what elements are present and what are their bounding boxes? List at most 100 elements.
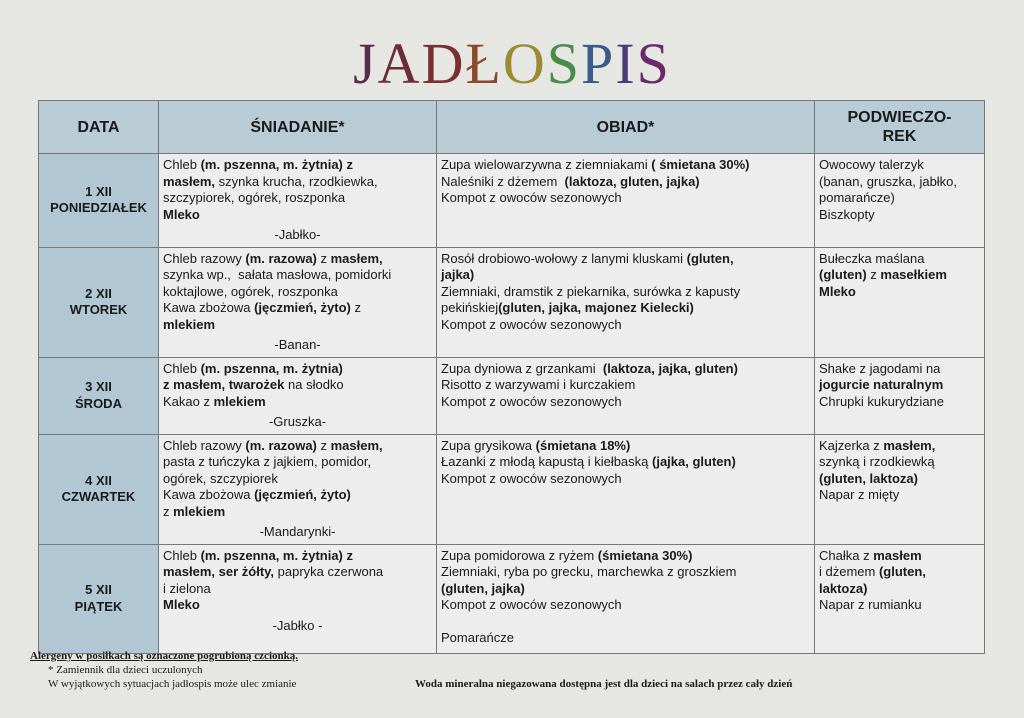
text: szczypiorek, ogórek, roszponka — [163, 190, 346, 205]
text: z — [350, 300, 361, 315]
text: pekińskiej — [441, 300, 499, 315]
day-row: 1 XII PONIEDZIAŁEK Chleb (m. pszenna, m. ż… — [38, 153, 985, 248]
text-line: Chałka z masłem — [819, 548, 980, 565]
text: Shake z jagodami na — [819, 360, 941, 376]
header-snack: PODWIECZO- REK — [814, 100, 985, 154]
weekday: ŚRODA — [75, 395, 122, 411]
text: (banan, gruszka, jabłko, — [819, 173, 958, 189]
title-letter: J — [353, 31, 378, 96]
text-line: Kompot z owoców sezonowych — [441, 317, 810, 334]
date-cell: 3 XII ŚRODA — [38, 356, 159, 435]
text: Bułeczka maślana — [819, 250, 925, 266]
fruit: -Gruszka- — [268, 414, 327, 429]
allergen-text: (gluten) — [819, 267, 867, 282]
text-line: Risotto z warzywami i kurczakiem — [441, 377, 810, 394]
text: Kompot z owoców sezonowych — [441, 316, 622, 332]
day-row: 3 XII ŚRODA Chleb (m. pszenna, m. żytnia) z… — [38, 356, 985, 435]
allergen-text: (m. pszenna, m. żytnia) z — [200, 547, 353, 563]
allergen-text: laktoza) — [819, 580, 868, 596]
text: papryka czerwona — [274, 564, 384, 579]
snack-cell: Owocowy talerzyk (banan, gruszka, jabłko,… — [814, 153, 985, 248]
text-line: Mleko — [819, 284, 980, 301]
text: z — [163, 503, 174, 519]
header-row: DATA ŚNIADANIE* OBIAD* PODWIECZO- REK — [38, 100, 985, 154]
text: Zupa dyniowa z grzankami — [441, 360, 603, 376]
allergen-text: (jęczmień, żyto) — [254, 300, 351, 315]
text: Kompot z owoców sezonowych — [441, 470, 622, 486]
snack-items: Owocowy talerzyk (banan, gruszka, jabłko,… — [819, 157, 980, 223]
allergen-text: (m. razowa) — [245, 250, 317, 266]
text-line: Chleb (m. pszenna, m. żytnia) — [163, 361, 432, 378]
allergen-text: Mleko — [819, 283, 856, 299]
allergen-text: (laktoza, jajka, gluten) — [602, 360, 738, 376]
lunch-items: Zupa dyniowa z grzankami (laktoza, jajka… — [441, 361, 810, 411]
date: 1 XII — [85, 183, 112, 199]
text-line: z mlekiem — [163, 504, 432, 521]
allergen-text: (m. pszenna, m. żytnia) — [200, 360, 343, 376]
text: i zielona — [163, 580, 211, 596]
text: szynka krucha, rzodkiewka, — [215, 173, 378, 189]
text-line: Napar z mięty — [819, 487, 980, 504]
fruit: -Jabłko- — [274, 227, 321, 242]
menu-table: DATA ŚNIADANIE* OBIAD* PODWIECZO- REK 1 … — [38, 100, 985, 654]
header-lunch: OBIAD* — [436, 100, 815, 154]
text: Owocowy talerzyk — [819, 157, 924, 172]
allergens-note: Alergeny w posiłkach są oznaczone pogrub… — [30, 650, 298, 662]
date: 3 XII — [85, 379, 112, 394]
breakfast-cell: Chleb (m. pszenna, m. żytnia) z masłem, s… — [158, 543, 437, 654]
text: pomarańcze) — [819, 190, 895, 205]
text-line: szynką i rzodkiewką — [819, 454, 980, 471]
weekday: WTOREK — [69, 302, 128, 317]
text-line: Kompot z owoców sezonowych — [441, 190, 810, 207]
text-line: koktajlowe, ogórek, roszponka — [163, 284, 432, 301]
text-line: masłem, szynka krucha, rzodkiewka, — [163, 174, 432, 191]
date-cell: 2 XII WTOREK — [38, 246, 159, 358]
title-letter: P — [581, 31, 616, 96]
allergen-text: z masłem, twarożek — [163, 377, 285, 392]
lunch-cell: Zupa pomidorowa z ryżem (śmietana 30%) Zi… — [436, 543, 815, 654]
allergen-text: (m. pszenna, m. żytnia) z — [200, 157, 353, 172]
text-line: (gluten, jajka) — [441, 581, 810, 598]
allergen-text: masłem, — [330, 437, 383, 453]
lunch-items: Zupa grysikowa (śmietana 18%) Łazanki z m… — [441, 438, 810, 488]
lunch-items: Zupa pomidorowa z ryżem (śmietana 30%) Zi… — [441, 548, 810, 647]
allergen-text: jajka) — [441, 267, 475, 282]
title-letter: O — [502, 31, 547, 96]
text-line: Kawa zbożowa (jęczmień, żyto) — [163, 487, 432, 504]
text: szynka wp., sałata masłowa, pomidorki — [163, 267, 392, 282]
snack-items: Bułeczka maślana (gluten) z masełkiem Mlek… — [819, 251, 980, 301]
title-letter: Ł — [465, 31, 503, 96]
text-line: Kawa zbożowa (jęczmień, żyto) z — [163, 300, 432, 317]
text: Rosół drobiowo-wołowy z lanymi kluskami — [441, 250, 687, 266]
text-line: Mleko — [163, 207, 432, 224]
date-cell: 4 XII CZWARTEK — [38, 433, 159, 545]
title-letter: A — [377, 31, 422, 96]
text: Zupa wielowarzywna z ziemniakami — [441, 157, 652, 172]
allergen-text: mlekiem — [213, 393, 266, 409]
allergen-text: masłem, — [330, 250, 383, 266]
text: Pomarańcze — [441, 629, 514, 645]
text-line: Łazanki z młodą kapustą i kiełbaską (jaj… — [441, 454, 810, 471]
snack-cell: Bułeczka maślana (gluten) z masełkiem Mlek… — [814, 246, 985, 358]
text: z — [866, 267, 881, 282]
change-note: W wyjątkowych sytuacjach jadłospis może … — [48, 678, 297, 690]
weekday: PIĄTEK — [74, 598, 123, 614]
text: Chleb razowy — [163, 250, 246, 266]
text-line: szynka wp., sałata masłowa, pomidorki — [163, 267, 432, 284]
breakfast-cell: Chleb (m. pszenna, m. żytnia) z masłem, s… — [158, 153, 437, 248]
date: 5 XII — [85, 582, 112, 597]
text: Zupa pomidorowa z ryżem — [441, 547, 598, 563]
text-line: Chleb razowy (m. razowa) z masłem, — [163, 251, 432, 268]
text-line: Kompot z owoców sezonowych — [441, 471, 810, 488]
allergen-text: Mleko — [163, 206, 200, 222]
text: Biszkopty — [819, 206, 875, 222]
date: 2 XII — [85, 285, 112, 301]
date-cell: 1 XII PONIEDZIAŁEK — [38, 153, 159, 248]
lunch-cell: Rosół drobiowo-wołowy z lanymi kluskami … — [436, 246, 815, 358]
snack-cell: Kajzerka z masłem, szynką i rzodkiewką (gl… — [814, 433, 985, 545]
day-row: 4 XII CZWARTEK Chleb razowy (m. razowa) z … — [38, 433, 985, 545]
header-breakfast: ŚNIADANIE* — [158, 100, 437, 154]
text: Napar z mięty — [819, 487, 900, 502]
lunch-cell: Zupa wielowarzywna z ziemniakami ( śmiet… — [436, 153, 815, 248]
lunch-items: Rosół drobiowo-wołowy z lanymi kluskami … — [441, 251, 810, 334]
